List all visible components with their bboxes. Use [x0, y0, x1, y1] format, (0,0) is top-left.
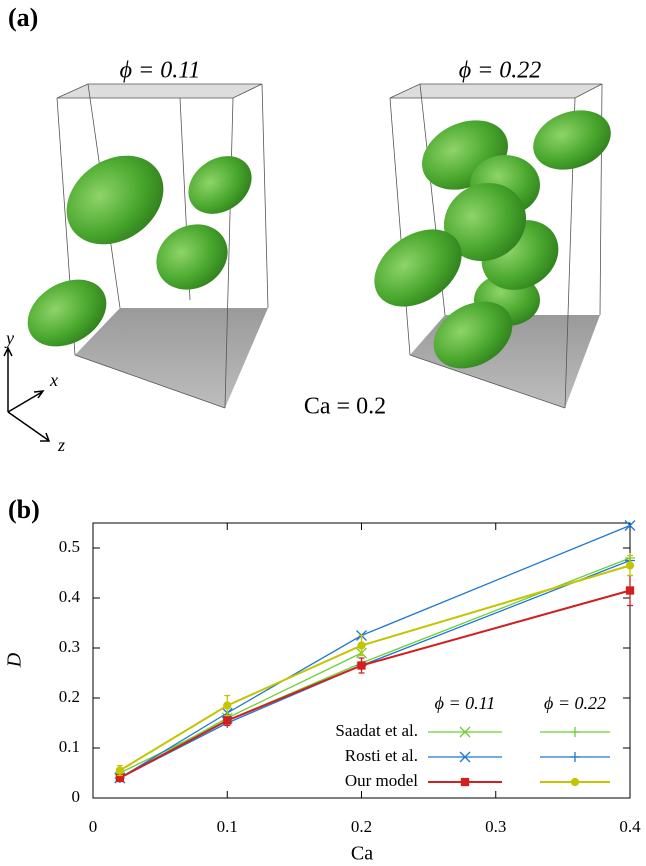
marker	[223, 701, 232, 710]
legend-swatch	[428, 726, 502, 738]
y-tick-label: 0	[72, 787, 81, 806]
x-tick-label: 0.2	[351, 817, 372, 836]
marker	[625, 561, 635, 570]
panel-label: (a)	[8, 3, 38, 32]
legend-label: Our model	[345, 771, 418, 790]
y-tick-label: 0.1	[59, 737, 80, 756]
series-line	[119, 589, 631, 779]
marker	[357, 661, 366, 670]
legend-header: ϕ = 0.22	[544, 693, 606, 713]
simulation-box	[374, 83, 611, 409]
legend-marker	[460, 777, 470, 787]
legend-swatch	[428, 751, 502, 763]
marker	[624, 520, 636, 531]
y-tick-label: 0.2	[59, 687, 80, 706]
legend-swatch	[540, 752, 610, 762]
series-line	[119, 559, 631, 779]
legend-marker	[570, 777, 580, 787]
legend-swatch	[540, 777, 610, 787]
y-tick-label: 0.5	[59, 537, 80, 556]
axis-name: z	[57, 435, 65, 455]
legend-swatch	[540, 727, 610, 737]
x-tick-label: 0	[89, 817, 98, 836]
marker	[223, 716, 232, 725]
series-line	[119, 524, 631, 779]
legend-label: Saadat et al.	[335, 721, 418, 740]
axis-name: x	[49, 370, 58, 390]
axis-name: y	[4, 328, 14, 348]
marker	[625, 586, 635, 595]
ca-label: Ca = 0.2	[304, 394, 386, 420]
legend-marker	[459, 751, 471, 763]
series-line	[119, 557, 631, 774]
legend-marker	[459, 726, 471, 738]
marker	[115, 766, 124, 775]
marker	[357, 641, 366, 650]
y-axis-label: D	[4, 652, 26, 668]
x-tick-label: 0.3	[485, 817, 506, 836]
panel-label: (b)	[8, 495, 40, 524]
legend-header: ϕ = 0.11	[435, 693, 496, 713]
x-tick-label: 0.4	[619, 817, 641, 836]
coordinate-axes	[3, 346, 51, 442]
legend-label: Rosti et al.	[345, 746, 418, 765]
legend-marker	[570, 752, 580, 762]
panel-title: ϕ = 0.11	[120, 58, 201, 84]
legend-swatch	[428, 777, 502, 787]
series-line	[119, 564, 631, 772]
x-tick-label: 0.1	[217, 817, 238, 836]
panel-title: ϕ = 0.22	[459, 58, 542, 84]
legend-marker	[570, 727, 580, 737]
y-tick-label: 0.4	[59, 587, 81, 606]
simulation-box	[27, 83, 269, 409]
x-axis-label: Ca	[351, 843, 373, 865]
y-tick-label: 0.3	[59, 637, 80, 656]
